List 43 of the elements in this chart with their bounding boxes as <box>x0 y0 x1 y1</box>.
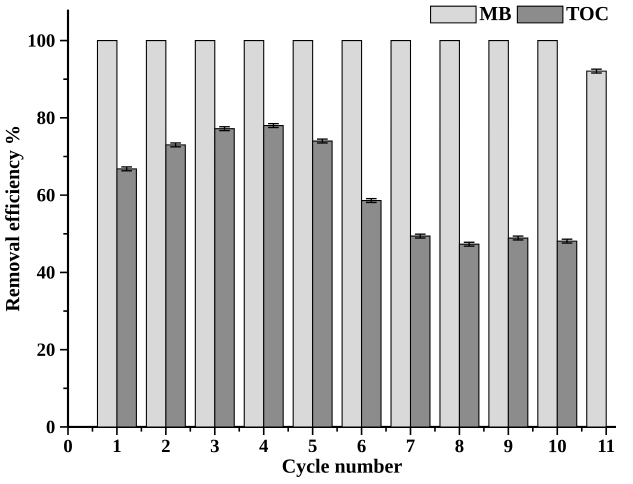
bar <box>165 144 186 427</box>
y-tick-label: 40 <box>36 266 55 279</box>
bar <box>458 244 480 427</box>
y-tick-label: 0 <box>46 420 55 434</box>
bar <box>361 200 382 427</box>
bar <box>342 40 362 427</box>
bar <box>194 40 216 427</box>
bar <box>390 40 412 427</box>
bar <box>488 40 509 427</box>
y-tick-label: 80 <box>37 112 55 124</box>
bar <box>312 140 333 427</box>
bar <box>96 40 118 427</box>
x-tick-label: 2 <box>162 440 170 452</box>
bar <box>263 125 284 427</box>
x-tick-label: 10 <box>549 440 566 452</box>
x-tick-label: 11 <box>598 440 614 452</box>
x-tick-label: 3 <box>210 440 219 452</box>
x-tick-label: 0 <box>64 440 72 452</box>
bar <box>556 240 578 427</box>
legend-label: TOC <box>566 6 608 20</box>
x-tick-label: 1 <box>114 440 121 452</box>
x-axis-title: Cycle number <box>282 458 402 477</box>
x-tick-label: 5 <box>308 440 317 452</box>
bar <box>244 40 264 427</box>
y-tick-label: 100 <box>28 34 55 47</box>
x-tick-label: 9 <box>504 440 512 452</box>
bar <box>537 40 558 427</box>
bar <box>116 168 137 427</box>
x-tick-label: 7 <box>406 440 415 452</box>
bar <box>214 128 235 427</box>
y-tick-label: 60 <box>37 188 55 202</box>
x-tick-label: 8 <box>455 440 464 452</box>
bar <box>146 40 166 427</box>
y-tick-label: 20 <box>37 343 55 356</box>
y-axis-title: Removal efficiency % <box>5 126 24 312</box>
bar <box>508 237 528 427</box>
x-tick-label: 6 <box>358 440 366 452</box>
x-tick-label: 4 <box>259 440 268 452</box>
legend-label: MB <box>480 6 511 20</box>
bar <box>410 236 430 427</box>
bar <box>439 40 460 427</box>
bar <box>292 40 314 427</box>
bar <box>586 70 607 427</box>
